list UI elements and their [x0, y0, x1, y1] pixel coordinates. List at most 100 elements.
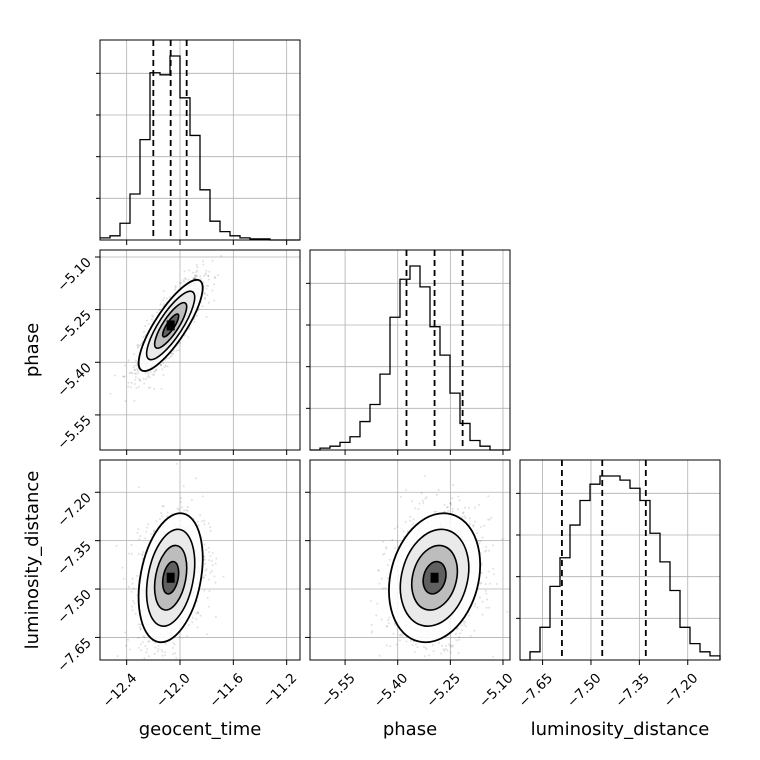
scatter-point	[175, 656, 178, 659]
scatter-point	[432, 650, 435, 653]
scatter-point	[201, 520, 204, 523]
scatter-point	[137, 385, 140, 388]
scatter-point	[133, 602, 136, 605]
scatter-point	[451, 645, 454, 648]
scatter-point	[378, 582, 381, 585]
scatter-point	[191, 616, 194, 619]
scatter-point	[370, 623, 373, 626]
scatter-point	[195, 264, 198, 266]
scatter-point	[370, 631, 373, 634]
scatter-point	[164, 642, 167, 645]
scatter-point	[187, 624, 190, 626]
scatter-point	[203, 543, 206, 546]
histogram-step-line	[310, 265, 510, 451]
scatter-point	[132, 600, 135, 602]
scatter-point	[461, 629, 464, 632]
scatter-point	[142, 330, 145, 333]
scatter-point	[155, 311, 158, 314]
scatter-point	[121, 566, 124, 569]
scatter-point	[187, 278, 190, 281]
scatter-point	[193, 320, 196, 323]
scatter-point	[483, 524, 486, 527]
scatter-point	[137, 636, 140, 639]
scatter-point	[197, 524, 200, 527]
scatter-point	[147, 640, 150, 643]
scatter-point	[174, 652, 177, 655]
scatter-point	[210, 569, 213, 572]
scatter-point	[142, 635, 145, 638]
scatter-point	[208, 605, 210, 608]
scatter-point	[195, 612, 197, 615]
scatter-point	[196, 611, 199, 613]
scatter-point	[180, 501, 183, 504]
scatter-point	[175, 349, 178, 352]
scatter-point	[213, 283, 216, 286]
scatter-point	[411, 500, 413, 503]
scatter-point	[207, 301, 210, 304]
scatter-point	[451, 507, 454, 510]
scatter-point	[134, 378, 137, 381]
scatter-point	[492, 544, 495, 547]
scatter-point	[180, 506, 183, 509]
scatter-point	[455, 639, 458, 642]
scatter-point	[387, 622, 390, 625]
scatter-point	[424, 475, 427, 477]
scatter-point	[142, 377, 145, 380]
scatter-point	[155, 368, 158, 371]
scatter-point	[428, 654, 430, 657]
scatter-point	[146, 648, 149, 650]
scatter-point	[193, 277, 195, 280]
scatter-point	[195, 271, 198, 274]
scatter-point	[385, 546, 387, 549]
scatter-point	[139, 379, 142, 382]
scatter-point	[468, 614, 471, 617]
scatter-point	[421, 499, 424, 502]
scatter-point	[115, 544, 118, 547]
panel-frame	[519, 459, 721, 661]
scatter-point	[159, 363, 162, 366]
scatter-point	[492, 573, 495, 576]
scatter-point	[479, 596, 481, 599]
scatter-point	[207, 275, 210, 278]
scatter-point	[378, 654, 381, 657]
scatter-point	[201, 305, 204, 308]
scatter-point	[131, 372, 134, 375]
scatter-point	[441, 644, 444, 647]
scatter-point	[160, 512, 162, 514]
scatter-point	[409, 639, 412, 642]
scatter-point	[114, 374, 116, 377]
scatter-point	[205, 272, 207, 275]
scatter-point	[205, 633, 208, 636]
scatter-point	[138, 486, 140, 489]
scatter-point	[123, 375, 126, 378]
scatter-point	[395, 643, 398, 646]
scatter-point	[139, 344, 142, 347]
scatter-point	[431, 644, 434, 647]
scatter-point	[192, 271, 195, 274]
scatter-point	[133, 369, 136, 371]
scatter-point	[485, 546, 488, 548]
scatter-point	[205, 315, 208, 318]
scatter-point	[137, 345, 140, 348]
scatter-point	[174, 286, 177, 289]
scatter-point	[164, 651, 167, 654]
scatter-point	[145, 651, 148, 654]
scatter-point	[195, 275, 198, 278]
scatter-point	[459, 632, 462, 635]
scatter-point	[486, 598, 488, 601]
scatter-point	[380, 618, 383, 621]
scatter-point	[399, 496, 402, 498]
scatter-point	[128, 372, 131, 374]
scatter-point	[156, 650, 159, 653]
scatter-point	[133, 353, 135, 356]
scatter-point	[450, 503, 453, 506]
scatter-point	[400, 633, 403, 636]
scatter-point	[490, 516, 493, 519]
scatter-point	[209, 571, 212, 574]
scatter-point	[484, 589, 487, 592]
scatter-point	[153, 652, 156, 655]
scatter-point	[147, 371, 150, 374]
scatter-point	[209, 555, 212, 557]
scatter-point	[137, 623, 140, 626]
scatter-point	[487, 570, 490, 573]
